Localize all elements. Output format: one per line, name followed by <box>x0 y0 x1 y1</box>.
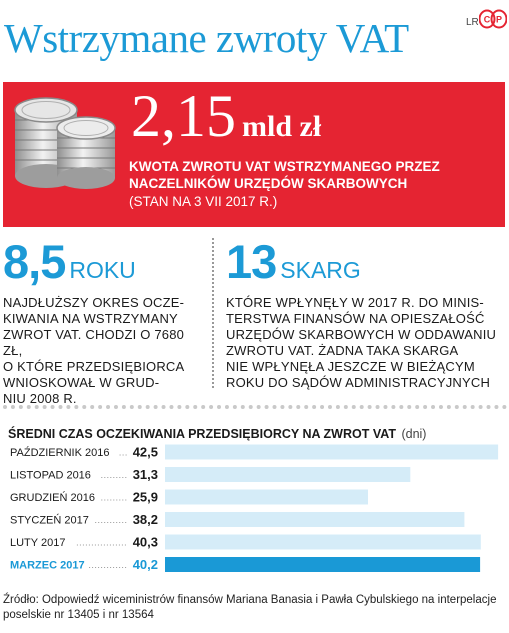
highlight-amount-unit: mld zł <box>242 110 322 143</box>
section-separator <box>3 405 507 409</box>
chart-title: Średni czas oczekiwania przedsiębiorcy n… <box>8 427 426 441</box>
coins-icon <box>14 97 116 189</box>
value-label: 38,2 <box>133 512 158 527</box>
author-credit: LR <box>466 17 479 28</box>
svg-text:C: C <box>484 15 491 25</box>
value-label: 25,9 <box>133 490 158 505</box>
highlight-note: (STAN NA 3 VII 2017 R.) <box>129 194 278 209</box>
value-label: 40,3 <box>133 535 158 550</box>
category-label: PAŹDZIERNIK 2016 <box>10 446 109 459</box>
highlight-amount: 2,15 mld zł <box>131 86 321 146</box>
stat-description: NAJDŁUŻSZY OKRES OCZE- KIWANIA NA WSTRZY… <box>3 295 185 406</box>
stat-number: 8,5 <box>3 235 66 288</box>
category-label: MARZEC 2017 <box>10 560 85 572</box>
stat-description: KTÓRE WPŁYNĘŁY W 2017 R. DO MINIS- TERST… <box>226 295 497 390</box>
bar <box>165 467 411 482</box>
stat-unit: SKARG <box>280 257 361 283</box>
bar <box>165 512 465 527</box>
stat-complaints: 13 SKARG KTÓRE WPŁYNĘŁY W 2017 R. DO MINI… <box>226 238 508 391</box>
value-label: 31,3 <box>133 467 158 482</box>
value-label: 42,5 <box>133 445 158 460</box>
stat-wait-time: 8,5 ROKU NAJDŁUŻSZY OKRES OCZE- KIWANIA N… <box>3 238 203 407</box>
bar <box>165 557 481 572</box>
stats-divider <box>212 238 214 388</box>
bar <box>165 489 368 505</box>
page-title: Wstrzymane zwroty VAT <box>4 15 409 61</box>
chart-title-text: Średni czas oczekiwania przedsiębiorcy n… <box>8 427 396 441</box>
highlight-box: 2,15 mld zł KWOTA ZWROTU VAT WSTRZYMANEGO… <box>3 82 505 227</box>
bar <box>165 444 499 460</box>
highlight-amount-number: 2,15 <box>131 83 236 149</box>
bar <box>165 534 481 550</box>
category-label: LISTOPAD 2016 <box>10 470 91 482</box>
chart-unit: (dni) <box>401 427 427 441</box>
category-label: LUTY 2017 <box>10 537 65 549</box>
source-note: Źródło: Odpowiedź wiceministrów finansów… <box>3 594 497 621</box>
svg-text:P: P <box>496 15 502 25</box>
value-label: 40,2 <box>133 557 158 572</box>
category-label: GRUDZIEŃ 2016 <box>10 491 95 504</box>
stat-unit: ROKU <box>69 257 136 283</box>
cp-logo-icon: C P <box>479 9 507 29</box>
bar-chart: PAŹDZIERNIK 2016 42,5 LISTOPAD 2016 31,3 GRU… <box>10 444 499 572</box>
category-label: STYCZEŃ 2017 <box>10 514 89 527</box>
stat-number: 13 <box>226 235 277 288</box>
highlight-caption: KWOTA ZWROTU VAT WSTRZYMANEGO PRZEZ NACZ… <box>129 159 440 191</box>
